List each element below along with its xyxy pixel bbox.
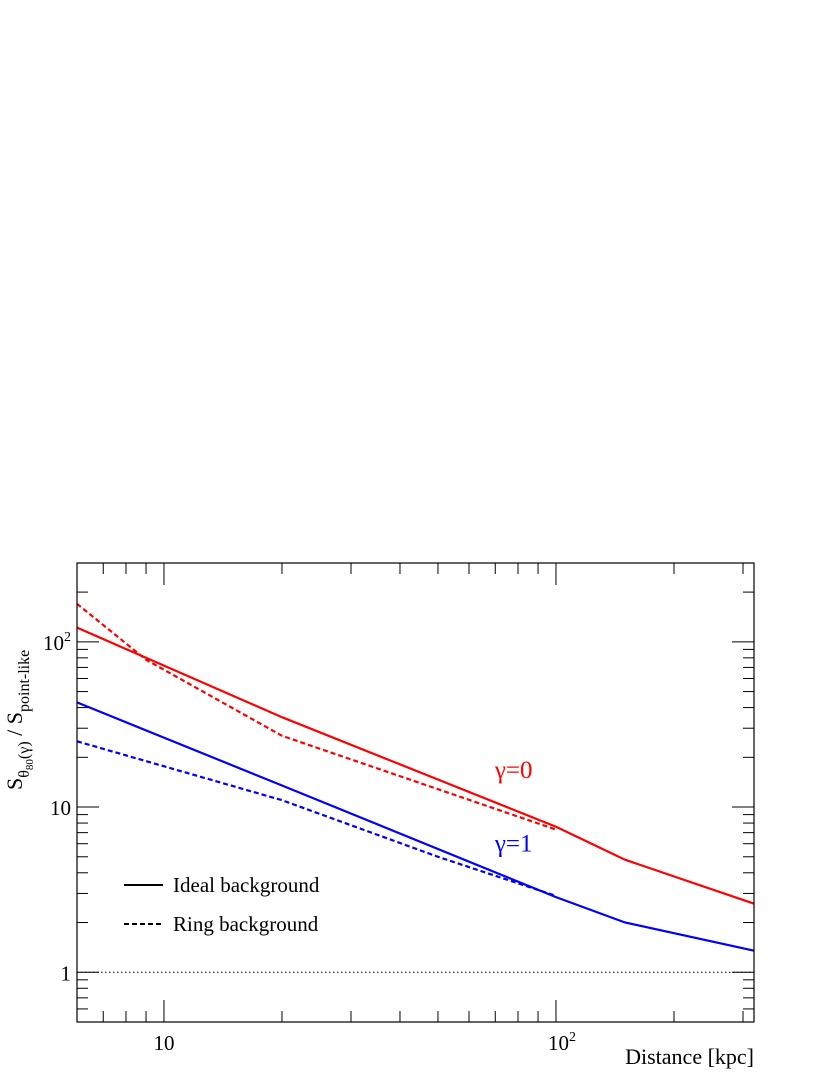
series-line-gamma1-dashed [76, 740, 557, 897]
legend-label: Ring background [173, 912, 319, 936]
tick-marks [76, 562, 754, 1023]
tick-labels: 10 102 1 10 102 [43, 630, 576, 1055]
svg-text:Sθ80(γ) / Spoint-like: Sθ80(γ) / Spoint-like [2, 650, 36, 790]
y-tick-label: 1 [61, 961, 72, 985]
y-label-denom-sub: point-like [16, 650, 33, 712]
y-label-sep: / S [2, 712, 27, 741]
x-axis-label: Distance [kpc] [625, 1044, 754, 1069]
x-tick-label: 10 [153, 1031, 174, 1055]
y-label-subsub: 80 [24, 759, 36, 771]
annotation-gamma0: γ=0 [494, 757, 533, 784]
y-axis-label: Sθ80(γ) / Spoint-like [2, 650, 36, 790]
series-line-gamma1-solid [76, 701, 755, 952]
x-tick-label: 102 [548, 1030, 576, 1055]
legend: Ideal background Ring background [124, 873, 320, 936]
y-tick-label: 102 [43, 630, 71, 655]
series-line-gamma0-solid [76, 626, 755, 905]
annotations: γ=0 γ=1 [494, 757, 533, 857]
y-label-paren: (γ) [16, 741, 33, 759]
y-label-main: S [2, 778, 27, 790]
legend-label: Ideal background [173, 873, 320, 897]
y-label-sub: θ [16, 770, 33, 778]
y-tick-label: 10 [50, 796, 71, 820]
series-layer [76, 602, 755, 952]
series-line-gamma0-dashed [76, 602, 557, 831]
plot-frame [76, 562, 755, 1023]
annotation-gamma1: γ=1 [494, 830, 533, 857]
